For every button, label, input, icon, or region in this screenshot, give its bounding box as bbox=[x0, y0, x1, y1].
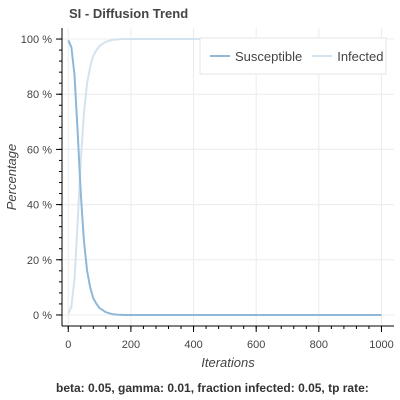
legend-label-susceptible: Susceptible bbox=[235, 49, 302, 64]
x-tick-label: 200 bbox=[122, 339, 140, 351]
chart-caption: beta: 0.05, gamma: 0.01, fraction infect… bbox=[56, 381, 369, 395]
series-line-infected bbox=[67, 38, 382, 315]
legend-box bbox=[199, 37, 387, 75]
chart-title: SI - Diffusion Trend bbox=[69, 6, 189, 21]
y-tick-label: 40 % bbox=[27, 200, 52, 212]
y-tick-label: 100 % bbox=[21, 34, 52, 46]
x-tick-label: 400 bbox=[184, 339, 202, 351]
legend-label-infected: Infected bbox=[337, 49, 383, 64]
x-tick-label: 1000 bbox=[369, 339, 393, 351]
x-axis-label: Iterations bbox=[201, 355, 255, 370]
y-tick-label: 80 % bbox=[27, 89, 52, 101]
x-tick-label: 800 bbox=[310, 339, 328, 351]
y-tick-label: 60 % bbox=[27, 144, 52, 156]
y-tick-label: 0 % bbox=[33, 310, 52, 322]
y-tick-label: 20 % bbox=[27, 255, 52, 267]
x-tick-label: 0 bbox=[65, 339, 71, 351]
x-tick-label: 600 bbox=[247, 339, 265, 351]
y-axis-label: Percentage bbox=[4, 144, 19, 211]
series-line-susceptible bbox=[67, 39, 382, 316]
